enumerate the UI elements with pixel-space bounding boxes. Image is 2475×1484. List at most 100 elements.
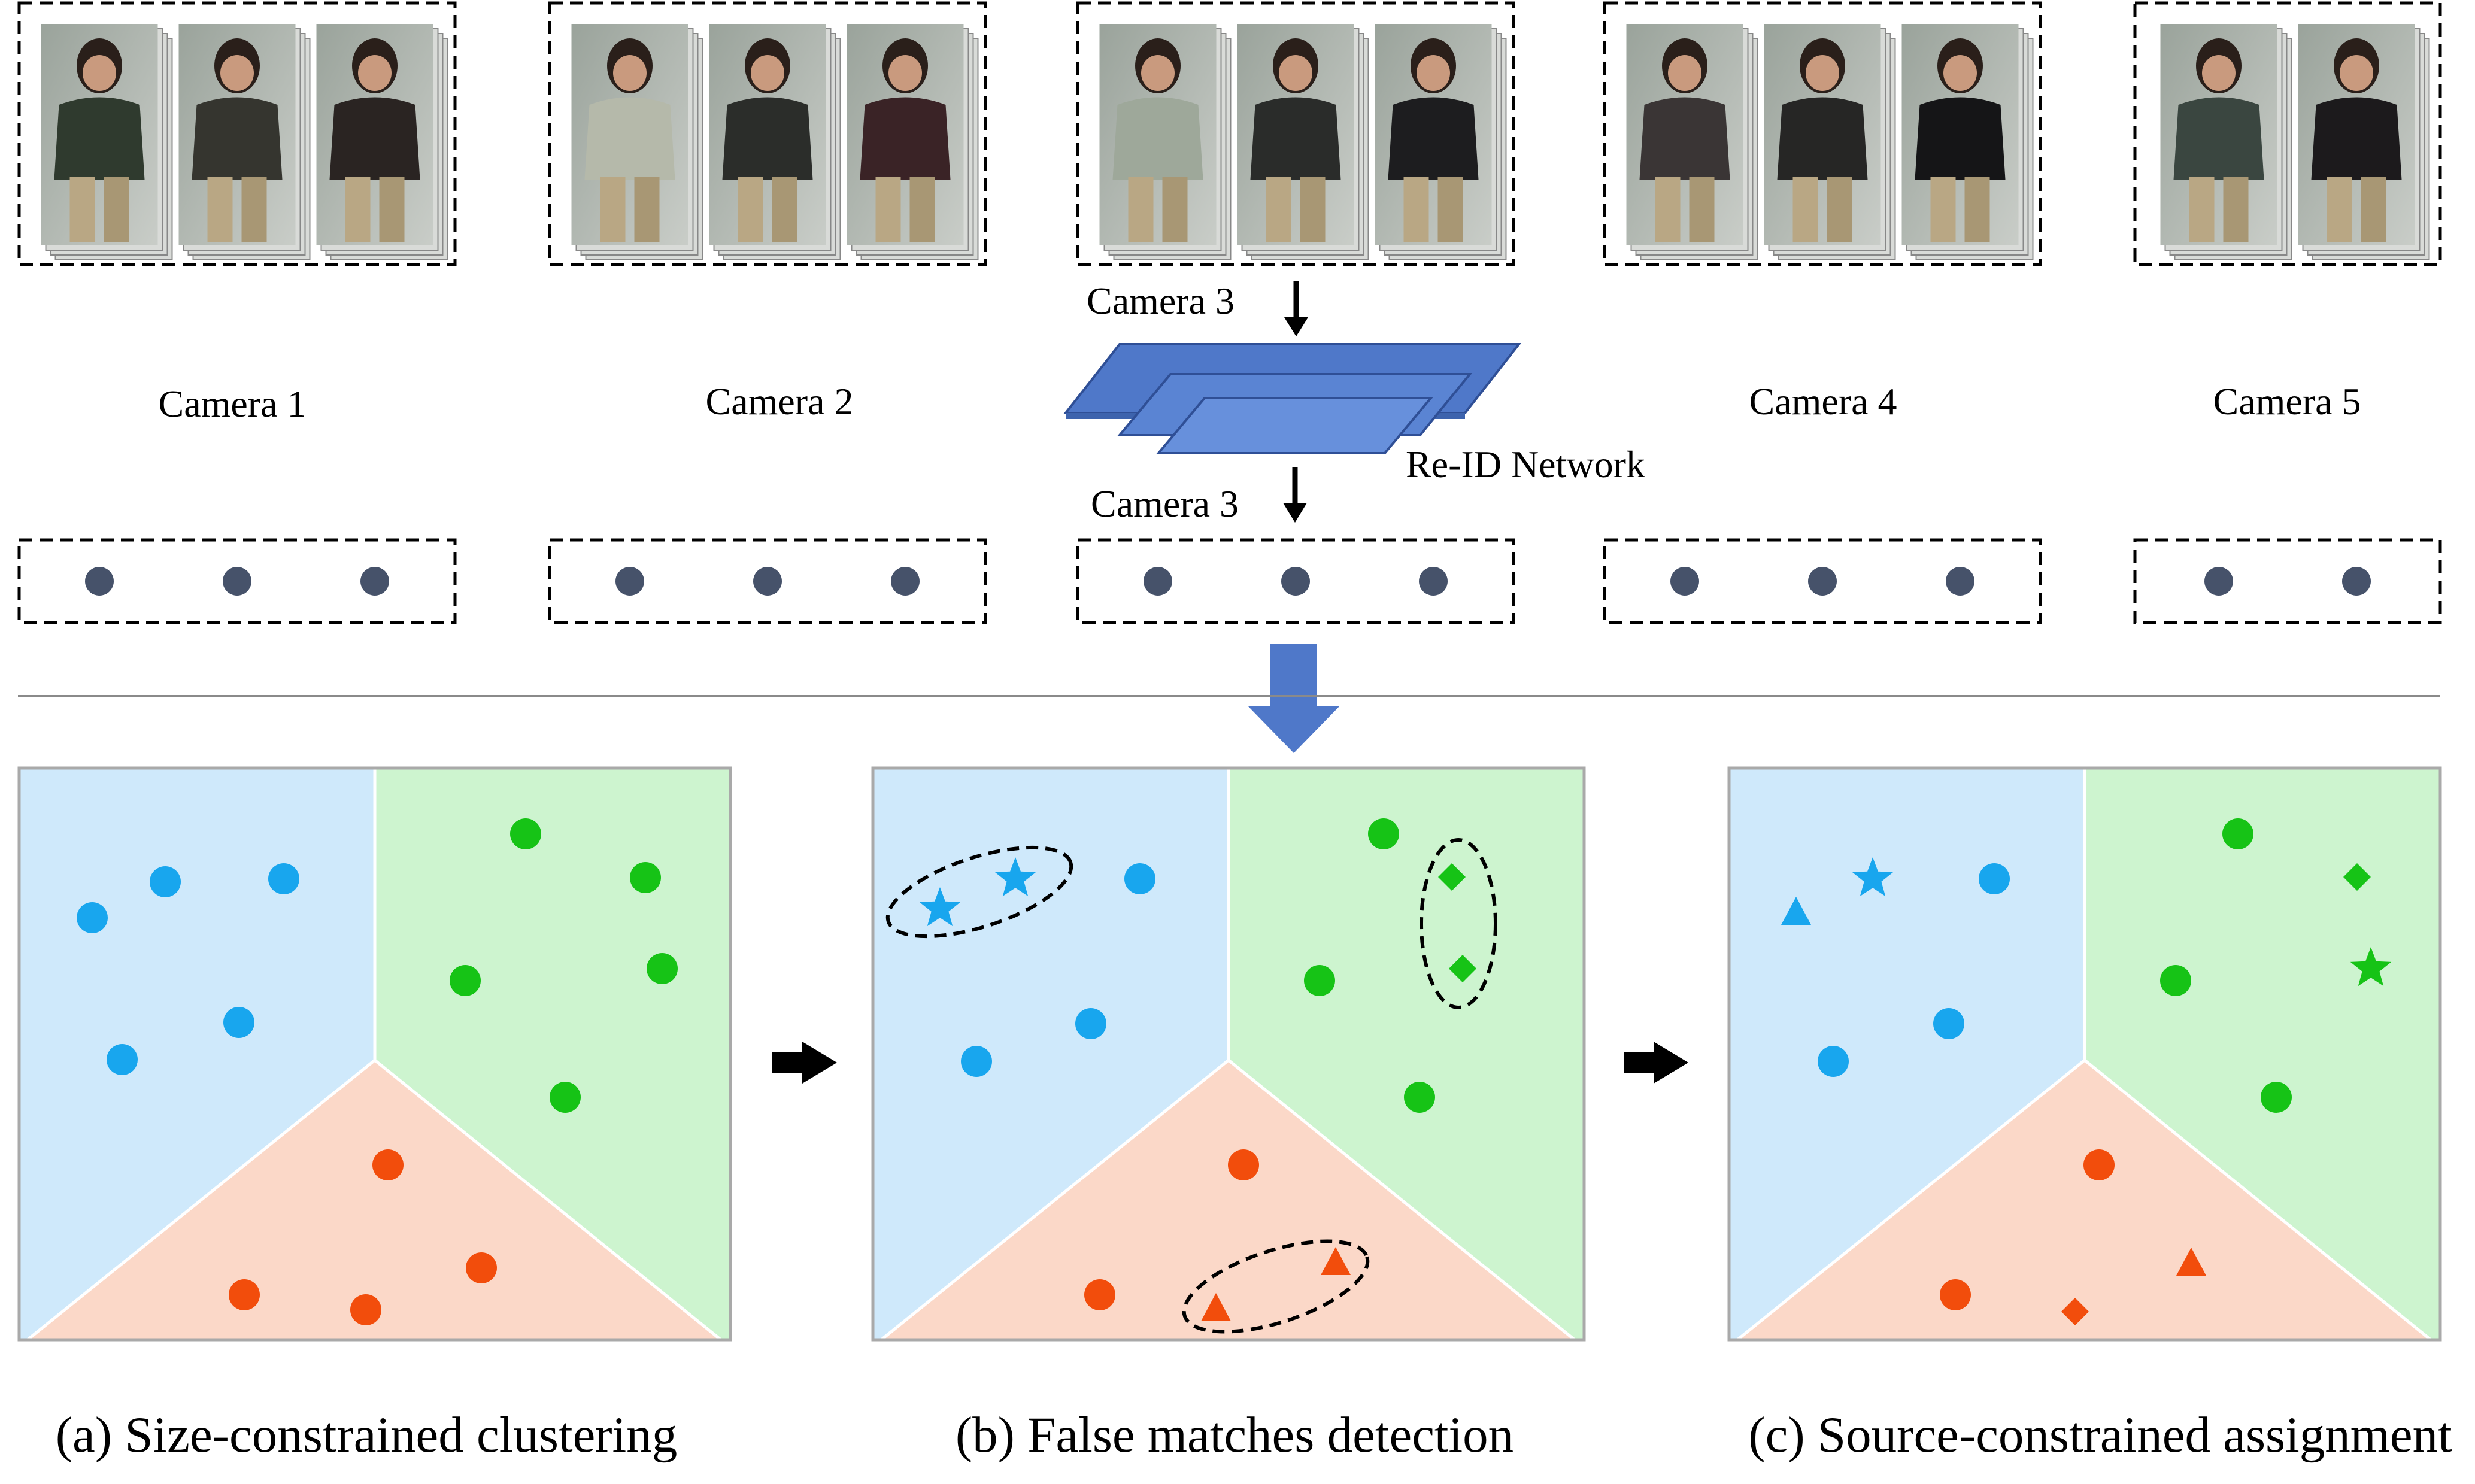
cluster-point-star <box>2350 947 2392 987</box>
cluster-point <box>2261 1082 2292 1113</box>
person-image <box>2298 24 2430 260</box>
cluster-point <box>1228 1149 1259 1180</box>
person-image <box>41 24 173 260</box>
cluster-region-red <box>1737 1060 2431 1340</box>
cluster-point <box>1368 818 1399 849</box>
cluster-region-blue <box>873 768 1229 1340</box>
cluster-region-red <box>28 1060 721 1340</box>
person-image <box>1375 24 1507 260</box>
cluster-region-green <box>1229 768 1584 1340</box>
camera-4-image-group <box>1603 1 2042 266</box>
false-match-ellipse <box>885 845 1073 939</box>
person-image <box>316 24 448 260</box>
camera-2-image-group <box>548 1 987 266</box>
feature-dot <box>753 567 782 596</box>
cluster-point <box>372 1149 404 1180</box>
cluster-point <box>1404 1082 1435 1113</box>
cluster-point-triangle <box>1321 1247 1351 1275</box>
cluster-point-star <box>994 857 1036 897</box>
reid-network-icon <box>1063 343 1522 454</box>
big-arrow-down-icon <box>1248 644 1339 753</box>
cluster-region-blue <box>19 768 375 1340</box>
caption-false-matches-detection: (b) False matches detection <box>956 1407 1513 1463</box>
arrow-right-icon <box>1624 1042 1688 1084</box>
person-image <box>1626 24 1758 260</box>
cluster-point <box>466 1252 497 1283</box>
cluster-point <box>77 902 108 933</box>
cluster-point <box>450 965 481 996</box>
caption-size-constrained-clustering: (a) Size-constrained clustering <box>56 1407 677 1463</box>
arrow-down-icon <box>1284 281 1308 336</box>
feature-dot <box>1946 567 1974 596</box>
cluster-point <box>1940 1279 1971 1310</box>
feature-dot <box>891 567 920 596</box>
feature-dot <box>1419 567 1448 596</box>
cluster-point-diamond <box>2061 1298 2089 1325</box>
cluster-point <box>223 1007 254 1038</box>
cluster-point <box>350 1294 381 1325</box>
camera-2-label: Camera 2 <box>706 380 854 423</box>
panel-size-constrained-clustering <box>17 766 732 1342</box>
person-image <box>2160 24 2292 260</box>
cluster-point <box>510 818 541 849</box>
person-image <box>178 24 311 260</box>
cluster-point <box>2083 1149 2115 1180</box>
cluster-point <box>1075 1008 1106 1039</box>
camera-2-feature-box <box>548 538 987 624</box>
cluster-point-diamond <box>1449 955 1476 982</box>
cluster-point <box>2160 965 2191 996</box>
false-match-ellipse <box>1420 838 1497 1009</box>
feature-dot <box>2204 567 2233 596</box>
panel-source-constrained-assignment <box>1727 766 2442 1342</box>
cluster-region-green <box>375 768 730 1340</box>
person-image <box>709 24 841 260</box>
person-image <box>1901 24 2034 260</box>
panel-false-matches-detection <box>871 766 1586 1342</box>
camera-1-feature-box <box>17 538 457 624</box>
cluster-point <box>961 1046 992 1077</box>
cluster-point <box>1933 1008 1964 1039</box>
cluster-point <box>550 1082 581 1113</box>
feature-dot <box>615 567 644 596</box>
camera-image-groups <box>17 1 2442 266</box>
cluster-point-triangle <box>1781 897 1811 925</box>
feature-dot <box>1670 567 1699 596</box>
camera-5-feature-box <box>2133 538 2442 624</box>
feature-dot <box>223 567 251 596</box>
cluster-panels <box>17 766 2442 1342</box>
person-image <box>571 24 703 260</box>
feature-dot <box>2342 567 2371 596</box>
feature-dot <box>1808 567 1837 596</box>
person-image <box>847 24 979 260</box>
cluster-point-star <box>919 887 961 927</box>
cluster-point <box>150 866 181 897</box>
feature-dot <box>1281 567 1310 596</box>
person-image <box>1099 24 1232 260</box>
network-input-label: Camera 3 <box>1087 280 1235 322</box>
cluster-point <box>2222 818 2253 849</box>
cluster-point <box>1818 1046 1849 1077</box>
cluster-point-triangle <box>1201 1293 1231 1321</box>
camera-3-image-group <box>1076 1 1515 266</box>
cluster-point-diamond <box>1438 863 1466 891</box>
caption-source-constrained-assignment: (c) Source-constrained assignment <box>1748 1407 2452 1463</box>
camera-4-label: Camera 4 <box>1749 380 1897 423</box>
camera-1-label: Camera 1 <box>159 383 307 425</box>
camera-5-label: Camera 5 <box>2213 380 2361 423</box>
camera-3-feature-box <box>1076 538 1515 624</box>
feature-dot <box>1144 567 1172 596</box>
cluster-point <box>630 862 661 893</box>
cluster-point <box>1084 1279 1115 1310</box>
feature-embedding-rows <box>17 538 2442 624</box>
cluster-point <box>1979 863 2010 894</box>
cluster-region-blue <box>1729 768 2085 1340</box>
camera-1-image-group <box>17 1 457 266</box>
network-output-label: Camera 3 <box>1091 482 1239 525</box>
cluster-point <box>107 1044 138 1075</box>
arrow-right-icon <box>772 1042 837 1084</box>
cluster-point <box>1124 863 1155 894</box>
person-image <box>1764 24 1896 260</box>
cluster-point-triangle <box>2176 1248 2206 1276</box>
camera-4-feature-box <box>1603 538 2042 624</box>
